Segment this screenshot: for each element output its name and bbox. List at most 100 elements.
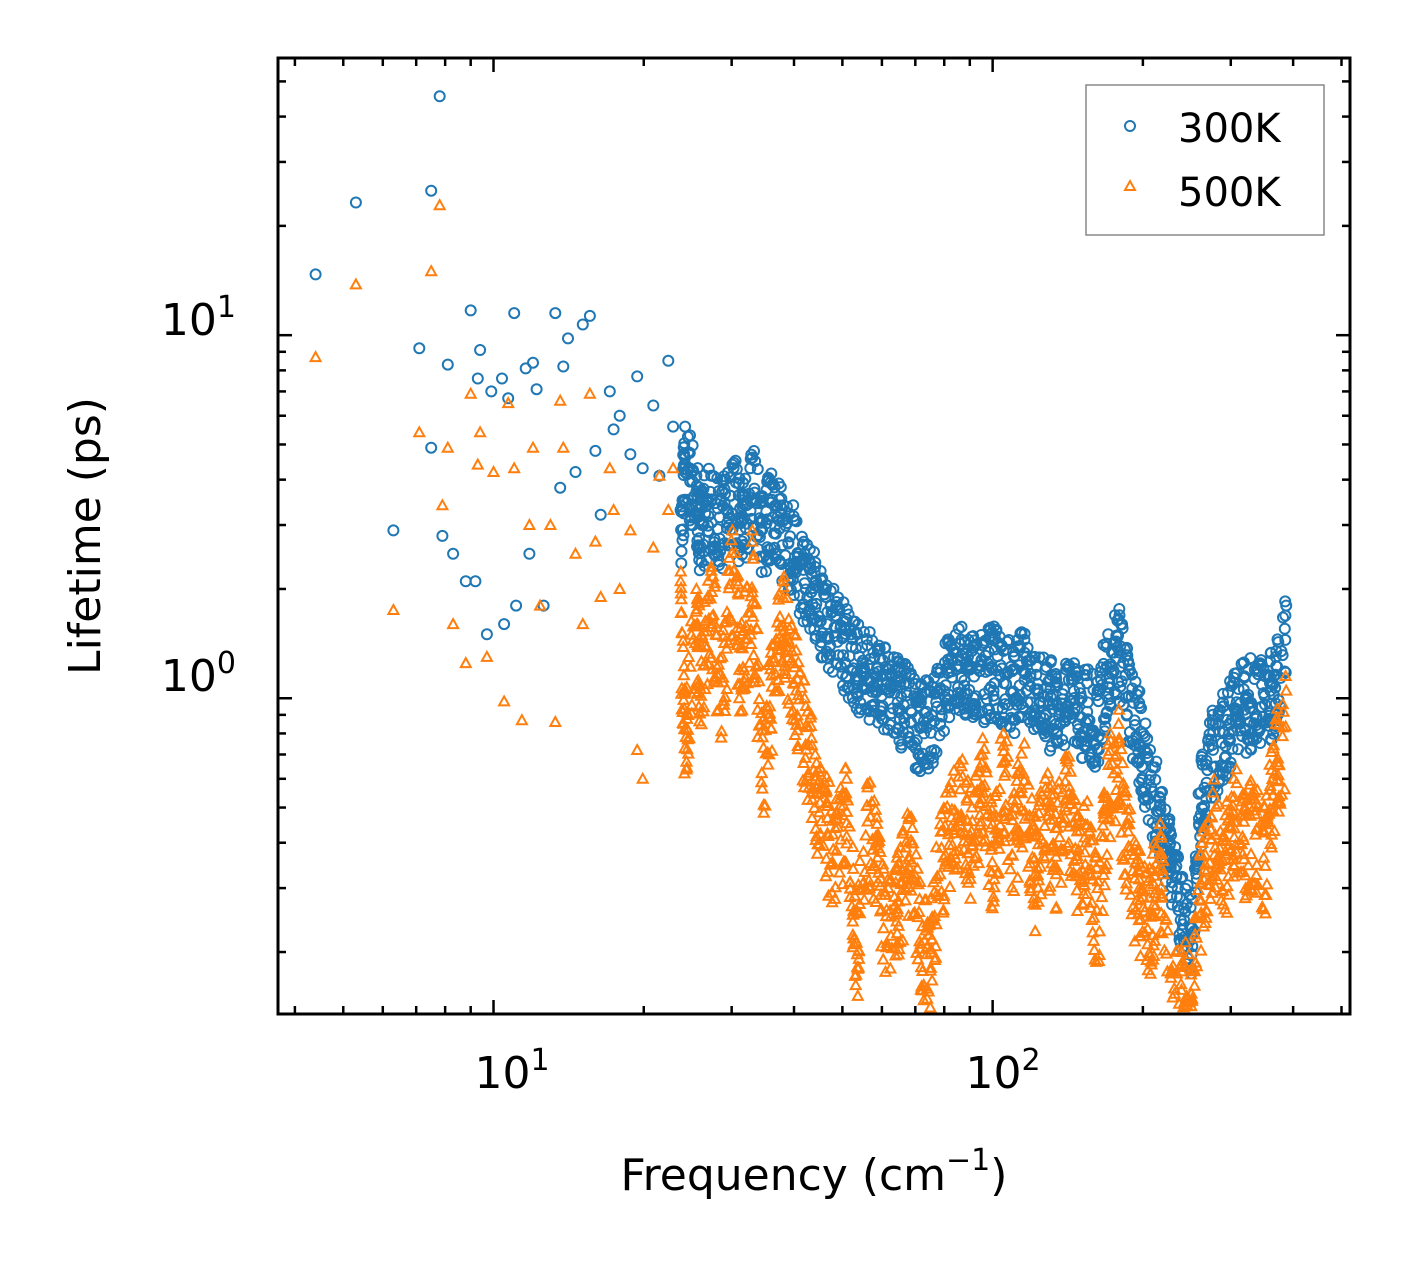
cloud-point-500K (1101, 757, 1116, 770)
cloud-point-500K (1208, 880, 1223, 893)
cloud-point-500K (1012, 824, 1027, 837)
cloud-point-300K (1137, 727, 1150, 740)
data-point-300K (309, 268, 322, 281)
cloud-point-500K (1174, 977, 1188, 990)
cloud-point-500K (727, 563, 741, 576)
cloud-point-500K (948, 843, 963, 856)
cloud-point-300K (925, 718, 938, 730)
cloud-point-300K (866, 685, 879, 698)
cloud-point-500K (944, 820, 958, 833)
cloud-point-500K (1213, 841, 1227, 854)
cloud-point-500K (1000, 749, 1015, 762)
cloud-point-500K (778, 659, 792, 672)
data-point-500K (1111, 716, 1126, 729)
cloud-point-300K (809, 601, 822, 614)
cloud-point-300K (1124, 736, 1137, 749)
cloud-point-300K (1114, 680, 1127, 693)
cloud-point-500K (1014, 802, 1029, 815)
cloud-point-500K (1021, 777, 1036, 790)
cloud-point-500K (979, 760, 993, 773)
cloud-point-300K (857, 626, 870, 638)
cloud-point-300K (898, 678, 910, 691)
cloud-point-500K (987, 872, 1001, 885)
cloud-point-500K (1032, 806, 1046, 819)
legend-box (1085, 84, 1325, 236)
cloud-point-500K (1078, 830, 1092, 843)
cloud-point-500K (1097, 867, 1111, 880)
cloud-point-500K (1103, 726, 1117, 739)
cloud-point-500K (1005, 807, 1020, 820)
cloud-point-500K (767, 651, 781, 664)
cloud-point-500K (976, 825, 990, 838)
cloud-point-500K (741, 631, 755, 644)
cloud-point-500K (752, 692, 766, 705)
cloud-point-500K (864, 862, 878, 875)
cloud-point-500K (1132, 872, 1146, 885)
data-point-500K (840, 771, 854, 784)
cloud-point-300K (1232, 683, 1245, 695)
cloud-point-300K (1169, 841, 1182, 854)
data-point-500K (471, 457, 485, 470)
cloud-point-300K (1092, 743, 1105, 756)
cloud-point-500K (914, 936, 928, 949)
cloud-point-300K (830, 596, 843, 608)
cloud-point-500K (832, 865, 847, 878)
cloud-point-500K (805, 792, 820, 805)
cloud-point-500K (1027, 851, 1042, 864)
cloud-point-300K (904, 667, 917, 680)
cloud-point-500K (1147, 868, 1161, 881)
cloud-point-500K (1210, 872, 1224, 885)
cloud-point-500K (755, 781, 769, 794)
cloud-point-500K (1264, 782, 1278, 795)
cloud-point-500K (746, 551, 760, 564)
cloud-point-500K (772, 630, 787, 643)
cloud-point-300K (690, 508, 703, 521)
cloud-point-300K (1159, 803, 1172, 816)
cloud-point-500K (1143, 909, 1158, 922)
cloud-point-500K (1207, 772, 1221, 785)
cloud-point-300K (1264, 647, 1277, 660)
cloud-point-300K (1024, 671, 1037, 684)
cloud-point-500K (954, 807, 968, 820)
cloud-point-500K (1116, 756, 1130, 769)
cloud-point-500K (1146, 938, 1161, 951)
cloud-point-300K (1114, 640, 1127, 653)
cloud-point-500K (1159, 911, 1173, 924)
cloud-point-500K (1244, 847, 1258, 860)
cloud-point-500K (813, 795, 827, 808)
cloud-point-500K (788, 727, 802, 740)
cloud-point-300K (675, 545, 688, 558)
cloud-point-300K (1168, 862, 1181, 875)
cloud-point-500K (819, 851, 834, 864)
cloud-point-300K (919, 756, 932, 769)
cloud-point-500K (821, 888, 836, 901)
cloud-point-500K (839, 855, 853, 868)
cloud-point-500K (1198, 857, 1213, 870)
cloud-point-500K (1249, 867, 1263, 880)
cloud-point-500K (1076, 897, 1090, 910)
cloud-point-300K (1144, 769, 1157, 782)
cloud-point-500K (694, 688, 708, 701)
cloud-point-500K (1161, 923, 1175, 936)
cloud-point-500K (1082, 824, 1097, 837)
cloud-point-500K (1236, 847, 1250, 860)
cloud-point-500K (986, 889, 1001, 902)
data-point-500K (522, 517, 537, 530)
cloud-point-500K (799, 737, 813, 750)
cloud-point-500K (1085, 912, 1099, 925)
cloud-point-300K (1228, 667, 1241, 680)
cloud-point-500K (790, 708, 804, 721)
cloud-point-500K (1134, 912, 1148, 925)
cloud-point-500K (876, 952, 890, 965)
cloud-point-500K (1050, 795, 1065, 808)
data-point-500K (652, 468, 667, 481)
cloud-point-500K (794, 680, 808, 693)
cloud-point-500K (768, 684, 782, 697)
cloud-point-500K (789, 628, 803, 641)
cloud-point-300K (861, 703, 874, 716)
cloud-point-500K (904, 883, 918, 896)
cloud-point-500K (779, 640, 793, 653)
cloud-point-300K (1041, 688, 1054, 701)
cloud-point-500K (1077, 798, 1091, 811)
cloud-point-500K (957, 834, 971, 847)
